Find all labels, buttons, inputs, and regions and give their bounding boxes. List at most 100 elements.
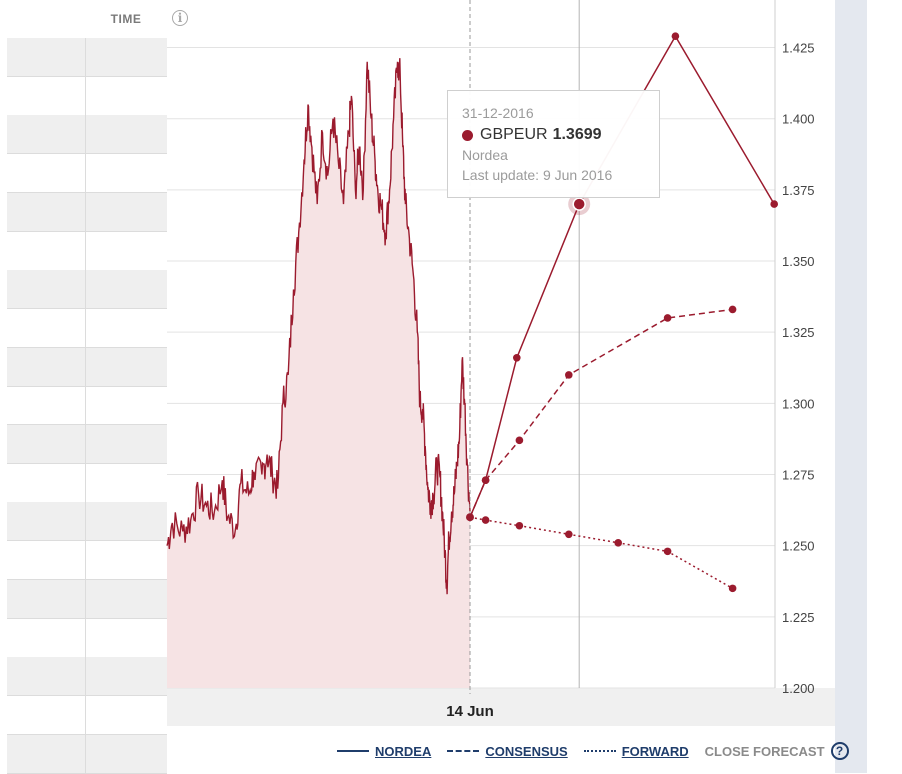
column-divider [85, 308, 86, 347]
table-row [7, 425, 167, 464]
row-divider [7, 617, 167, 619]
legend-label: FORWARD [621, 743, 689, 759]
forecast-point-forward [481, 516, 490, 524]
y-tick-label: 1.200 [782, 681, 815, 696]
history-area [167, 58, 470, 689]
column-divider [85, 76, 86, 115]
forecast-point-consensus [663, 314, 672, 322]
y-tick-label: 1.225 [782, 610, 815, 625]
column-divider [85, 695, 86, 734]
tooltip-last-update: Last update: 9 Jun 2016 [462, 167, 613, 183]
row-divider [7, 695, 167, 697]
table-row [7, 502, 167, 542]
column-divider [85, 347, 86, 386]
column-divider [85, 463, 86, 502]
y-tick-label: 1.325 [782, 325, 815, 340]
tooltip-value: 1.3699 [552, 126, 602, 143]
table-row [7, 579, 167, 619]
y-tick-label: 1.375 [782, 183, 815, 198]
table-row [7, 734, 167, 774]
row-divider [7, 579, 167, 581]
row-divider [7, 114, 167, 116]
row-divider [7, 424, 167, 426]
info-icon[interactable]: i [172, 10, 188, 26]
table-row [7, 308, 167, 348]
row-divider [7, 733, 167, 735]
chart-tooltip: 31-12-2016 GBPEUR 1.3699 Nordea Last upd… [447, 90, 660, 198]
tooltip-date: 31-12-2016 [462, 105, 534, 121]
forecast-point-consensus [728, 305, 737, 314]
forecast-point-forward [663, 547, 672, 556]
table-row [7, 541, 167, 581]
scroll-strip[interactable] [835, 0, 867, 773]
highlight-point [572, 197, 586, 211]
forecast-point-nordea [513, 354, 521, 362]
solid-line-icon [337, 750, 369, 752]
row-divider [7, 308, 167, 310]
column-divider [85, 231, 86, 270]
x-axis-band [167, 688, 835, 726]
legend-item-forward[interactable]: FORWARD [583, 743, 689, 759]
row-divider [7, 192, 167, 194]
x-axis-label: 14 Jun [446, 703, 494, 720]
column-divider [85, 579, 86, 618]
row-divider [7, 463, 167, 464]
row-divider [7, 76, 167, 77]
table-row [7, 231, 167, 271]
dashed-line-icon [447, 750, 480, 752]
table-row [7, 657, 167, 697]
row-divider [7, 656, 167, 658]
y-tick-label: 1.250 [782, 539, 815, 554]
table-row [7, 347, 167, 387]
table-row [7, 618, 167, 658]
column-divider [85, 618, 86, 657]
close-forecast-label: CLOSE FORECAST [704, 743, 825, 759]
table-row [7, 695, 167, 735]
column-divider [85, 657, 86, 696]
rates-table: TIME [0, 0, 167, 774]
forecast-point-forward [614, 539, 622, 547]
column-divider [85, 541, 86, 580]
forecast-point-forward [515, 521, 524, 530]
forecast-point-forward [728, 584, 737, 593]
series-dot-icon [462, 129, 473, 141]
table-row [7, 270, 167, 310]
column-divider [85, 270, 86, 309]
y-tick-label: 1.425 [782, 41, 815, 56]
legend-label: CONSENSUS [485, 743, 568, 759]
forecast-point-consensus [565, 371, 573, 379]
tooltip-pair: GBPEUR [480, 126, 548, 143]
forecast-line-forward [469, 516, 733, 590]
dotted-line-icon [583, 750, 616, 752]
forecast-point-forward [565, 530, 573, 539]
row-divider [7, 269, 167, 271]
row-divider [7, 230, 167, 232]
column-divider [85, 192, 86, 231]
column-divider [85, 425, 86, 463]
forecast-point-consensus [481, 476, 490, 485]
legend-item-consensus[interactable]: CONSENSUS [447, 743, 568, 759]
y-tick-label: 1.300 [782, 396, 815, 411]
tooltip-value-line: GBPEUR 1.3699 [462, 125, 659, 145]
column-divider [85, 38, 86, 76]
y-tick-label: 1.275 [782, 468, 815, 483]
row-divider [7, 501, 167, 503]
column-divider [85, 154, 86, 193]
forecast-start-point [466, 513, 474, 522]
table-row [7, 76, 167, 116]
forecast-line-consensus [469, 308, 733, 518]
y-tick-label: 1.400 [782, 112, 815, 127]
table-row [7, 154, 167, 194]
forecast-point-nordea [671, 32, 680, 40]
legend-item-nordea[interactable]: NORDEA [337, 744, 431, 759]
help-icon[interactable]: ? [830, 742, 849, 760]
column-divider [85, 502, 86, 541]
forecast-point-consensus [515, 436, 524, 445]
time-column-header: TIME [110, 12, 142, 26]
row-divider [7, 540, 167, 542]
table-row [7, 38, 167, 77]
table-row [7, 192, 167, 232]
close-forecast-button[interactable]: CLOSE FORECAST ? [705, 742, 849, 760]
column-divider [85, 115, 86, 154]
row-divider [7, 346, 167, 348]
